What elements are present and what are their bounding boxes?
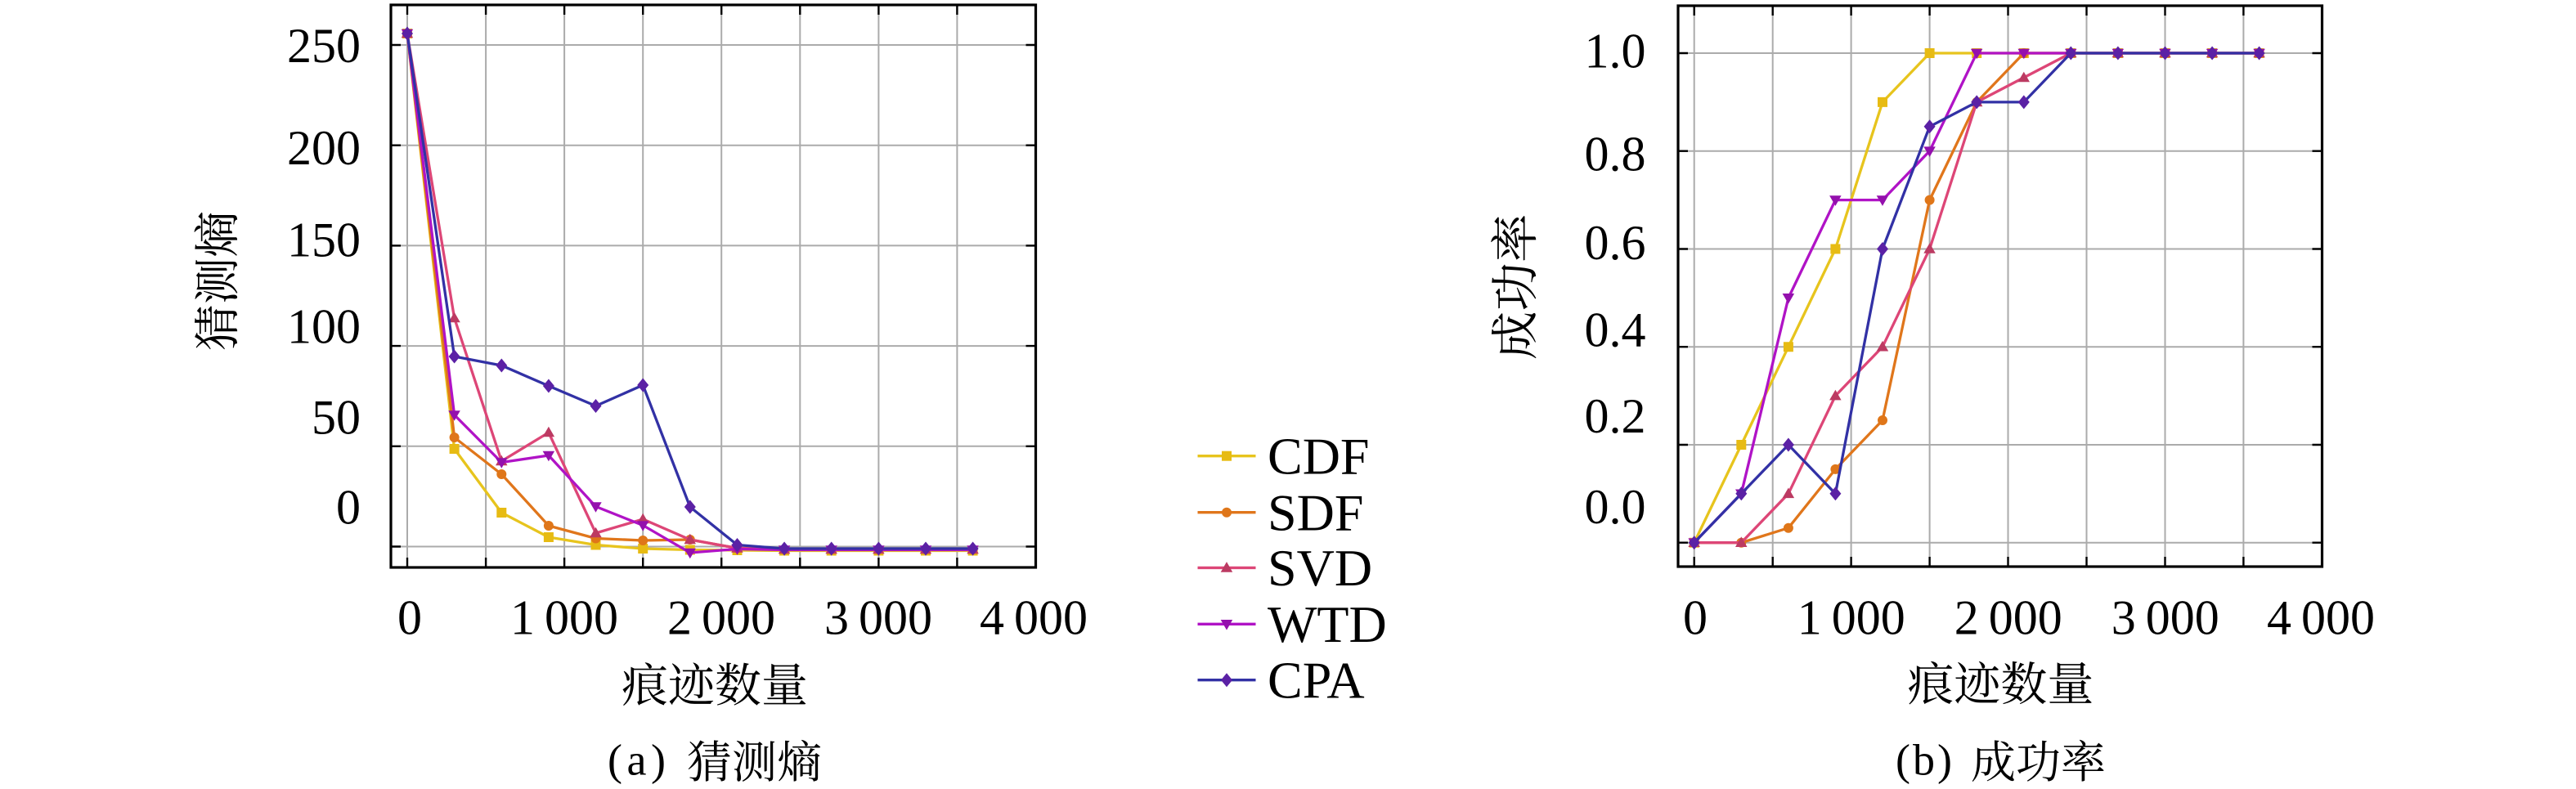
svg-text:0.6: 0.6	[1585, 216, 1646, 270]
svg-text:2 000: 2 000	[1954, 590, 2062, 644]
svg-text:SDF: SDF	[1268, 484, 1363, 542]
svg-text:150: 150	[287, 213, 361, 267]
svg-text:50: 50	[312, 390, 361, 444]
svg-text:3 000: 3 000	[824, 590, 932, 644]
svg-text:1 000: 1 000	[510, 590, 618, 644]
svg-text:(b): (b)	[1896, 735, 1954, 784]
svg-text:1 000: 1 000	[1797, 590, 1905, 644]
svg-text:0: 0	[336, 480, 361, 534]
svg-text:250: 250	[287, 19, 361, 73]
svg-text:3 000: 3 000	[2112, 590, 2219, 644]
svg-text:2 000: 2 000	[667, 590, 775, 644]
svg-text:SVD: SVD	[1268, 539, 1372, 597]
svg-text:100: 100	[287, 299, 361, 353]
svg-text:0.2: 0.2	[1585, 389, 1646, 443]
svg-text:4 000: 4 000	[980, 590, 1088, 644]
svg-text:0: 0	[1683, 590, 1708, 644]
svg-text:4 000: 4 000	[2267, 590, 2375, 644]
svg-text:WTD: WTD	[1268, 595, 1387, 653]
svg-text:0.8: 0.8	[1585, 128, 1646, 182]
svg-text:CPA: CPA	[1268, 652, 1365, 710]
svg-text:1.0: 1.0	[1585, 24, 1646, 78]
svg-text:0: 0	[397, 590, 422, 644]
svg-text:0.4: 0.4	[1585, 303, 1646, 356]
svg-text:(a): (a)	[608, 735, 670, 784]
svg-text:200: 200	[287, 121, 361, 175]
svg-text:CDF: CDF	[1268, 428, 1370, 486]
svg-text:0.0: 0.0	[1585, 480, 1646, 534]
